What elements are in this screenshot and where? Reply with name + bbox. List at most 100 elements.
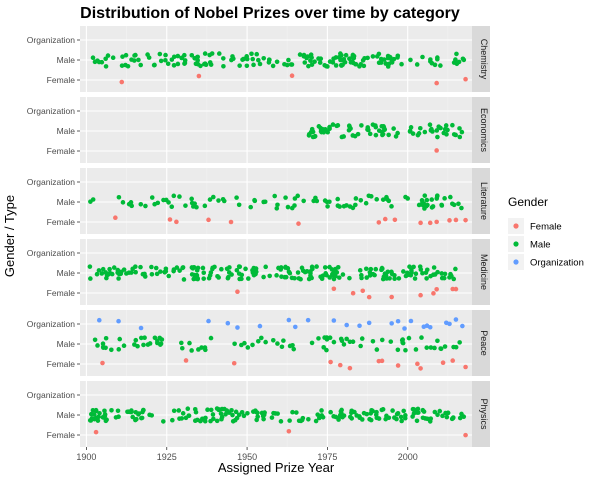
data-point-male [430,204,436,209]
data-point-male [341,413,347,418]
data-point-male [309,340,315,346]
data-point-male [392,415,397,420]
data-point-male [340,272,346,277]
data-point-male [412,276,418,281]
y-axis-label: Gender / Type [2,195,17,277]
data-point-male [229,407,234,413]
y-tick-label: Male [57,268,76,278]
data-point-male [325,204,330,209]
data-point-male [199,345,204,350]
data-point-male [434,128,440,133]
data-point-male [201,276,207,281]
data-point-organization [257,323,263,329]
data-point-female [389,294,394,300]
data-point-male [116,194,122,200]
data-point-male [138,201,144,207]
data-point-male [174,265,180,270]
data-point-male [104,275,109,281]
data-point-male [351,53,357,59]
data-point-male [313,418,319,424]
data-point-organization [460,323,465,329]
data-point-male [396,276,402,281]
data-point-male [418,267,424,272]
data-point-male [339,407,344,413]
data-point-male [290,409,295,415]
data-point-male [125,63,131,69]
data-point-male [186,413,192,418]
data-point-male [263,264,268,270]
data-point-male [240,57,245,62]
data-point-female [450,286,456,292]
data-point-male [97,410,102,416]
data-point-male [335,264,341,270]
data-point-male [319,276,325,282]
data-point-male [271,410,276,416]
data-point-male [360,58,366,63]
data-point-male [401,269,406,274]
data-point-male [169,204,175,209]
data-point-male [272,193,277,199]
data-point-male [253,271,258,277]
data-point-female [174,219,179,225]
data-point-male [456,59,462,65]
data-point-male [347,339,353,345]
data-point-female [328,359,333,365]
data-point-male [401,408,407,414]
data-point-male [388,339,394,344]
data-point-male [110,55,116,61]
data-point-male [183,203,188,208]
data-point-male [250,342,255,348]
data-point-male [389,269,394,275]
data-point-male [274,206,280,211]
data-point-male [429,197,435,202]
data-point-male [239,342,244,348]
data-point-male [221,198,227,204]
data-point-male [208,407,214,413]
data-point-male [195,54,200,60]
data-point-male [274,273,279,278]
data-point-male [261,55,267,61]
y-tick-label: Female [47,359,76,369]
data-point-male [208,418,213,424]
data-point-male [162,269,168,275]
facet-strip [472,310,490,376]
data-point-male [312,59,317,64]
data-point-male [211,194,216,200]
data-point-male [386,198,392,204]
data-point-male [424,276,429,281]
data-point-male [295,270,301,275]
data-point-male [138,335,144,341]
data-point-male [319,408,324,413]
data-point-male [335,196,341,202]
data-point-male [367,131,373,137]
data-point-male [267,273,273,279]
data-point-male [103,345,108,351]
data-point-male [102,408,107,414]
data-point-male [443,410,448,416]
data-point-male [245,410,250,416]
data-point-male [322,265,328,270]
data-point-male [191,276,197,282]
data-point-male [175,53,181,59]
data-point-male [136,412,141,417]
data-point-male [432,345,437,351]
data-point-male [179,340,184,346]
data-point-male [132,342,137,347]
data-point-male [261,199,266,205]
data-point-male [128,409,134,415]
data-point-male [151,62,157,68]
data-point-male [301,198,306,204]
data-point-male [444,132,449,137]
data-point-male [336,415,341,421]
data-point-male [285,266,291,271]
data-point-male [389,204,394,209]
facet-strip-label: Chemistry [479,39,489,80]
data-point-female [228,219,234,225]
data-point-male [195,58,200,63]
data-point-male [152,335,158,341]
data-point-male [208,62,214,67]
data-point-male [102,412,108,418]
y-tick-label: Female [47,288,76,298]
facet-panel-medicine: Female Male Organization Medicine [27,239,490,305]
data-point-male [163,52,168,58]
